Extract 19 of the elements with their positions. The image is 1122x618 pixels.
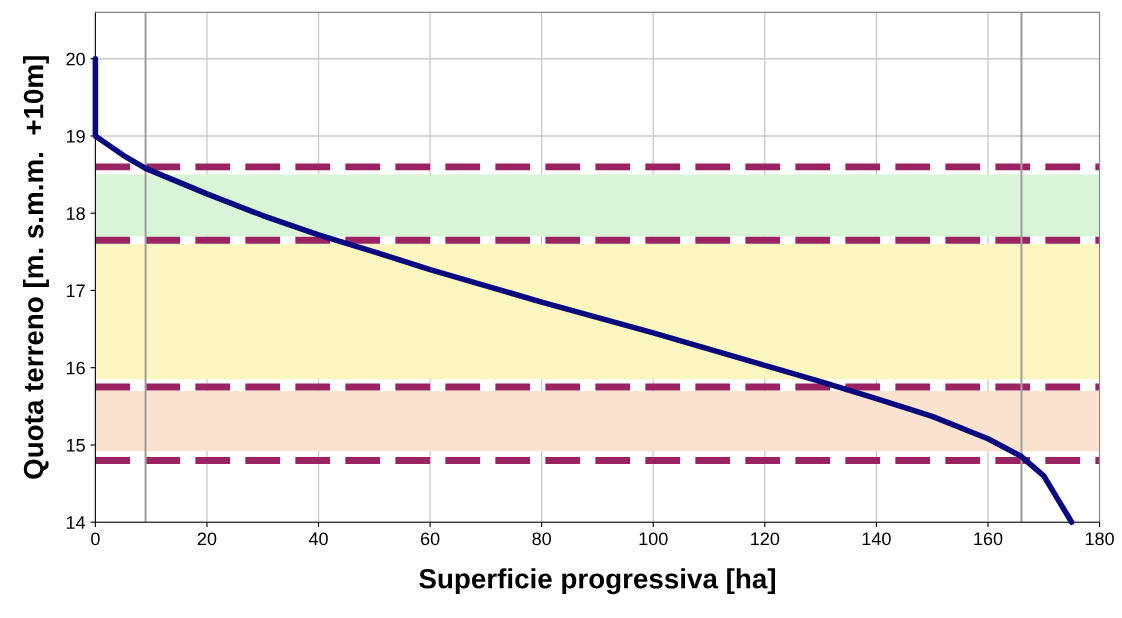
y-tick-label: 14 — [66, 516, 86, 529]
x-tick-label: 40 — [308, 532, 328, 546]
x-tick-label: 0 — [91, 532, 100, 546]
x-tick-label: 160 — [974, 532, 1003, 546]
x-tick-label: 80 — [532, 532, 552, 546]
y-tick-label: 15 — [66, 439, 85, 452]
x-tick-label: 20 — [197, 532, 217, 546]
y-tick-label: 17 — [66, 284, 85, 297]
x-tick-label: 120 — [751, 532, 780, 546]
x-tick-label: 140 — [862, 532, 891, 546]
x-axis-title: Superficie progressiva [ha] — [419, 568, 775, 595]
y-tick-label: 20 — [66, 52, 85, 66]
x-tick-label: 100 — [639, 532, 668, 546]
y-tick-label: 16 — [66, 361, 85, 375]
y-axis-title: Quota terreno [m. s.m.m. +10m] — [23, 56, 49, 479]
y-tick-label: 18 — [66, 207, 85, 220]
x-tick-label: 180 — [1085, 532, 1114, 546]
x-tick-label: 60 — [420, 532, 440, 546]
y-tick-label: 19 — [66, 129, 85, 143]
